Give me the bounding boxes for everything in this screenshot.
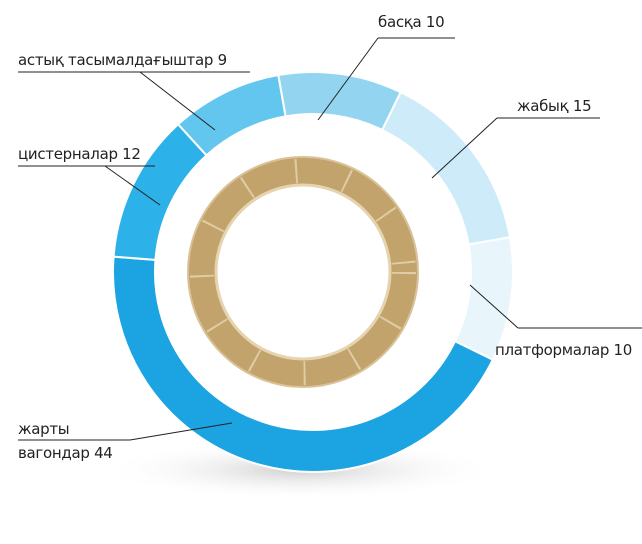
label: жабық 15 [517,94,592,118]
label-value: 10 [425,13,445,31]
label-value: 44 [94,444,113,462]
label-name: платформалар [495,341,610,359]
label-value: 10 [613,341,633,359]
label-value: 12 [122,145,141,163]
leader-line [431,117,498,179]
label-name: жарты вагондар [18,420,90,462]
inner-ring [187,156,419,388]
leader-line [139,71,216,131]
segment [112,255,495,474]
leader-line [317,37,379,121]
label: астық тасымалдағыштар 9 [18,48,227,72]
label: платформалар 10 [495,338,632,362]
label-name: астық тасымалдағыштар [18,51,214,69]
segment [277,71,403,132]
label-value: 15 [572,97,592,115]
leaders [18,37,642,441]
label-name: басқа [378,13,422,31]
segment [176,73,287,157]
label-name: цистерналар [18,145,118,163]
label: цистерналар 12 [18,142,141,166]
leader-line [129,422,233,441]
leader-line [469,284,519,329]
label-value: 9 [217,51,228,69]
label: жарты вагондар 44 [18,417,128,465]
label: басқа 10 [378,10,445,34]
label-name: жабық [517,97,569,115]
leader-line [104,165,161,206]
ring [112,71,514,474]
